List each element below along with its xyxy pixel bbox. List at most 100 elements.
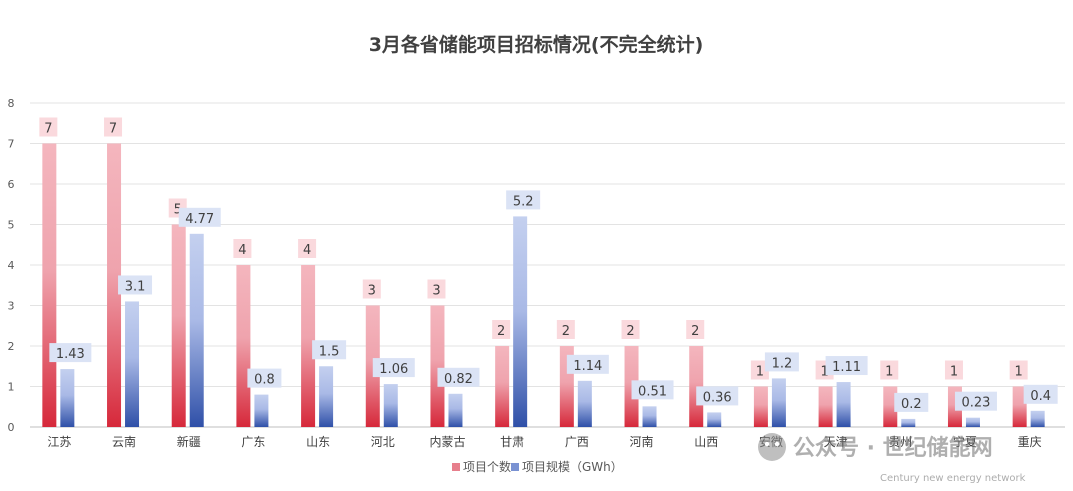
data-label-bg	[686, 320, 705, 339]
x-tick-label: 江苏	[47, 435, 71, 449]
data-label-bg	[621, 320, 640, 339]
data-label-bg	[954, 391, 997, 411]
x-tick-label: 重庆	[1018, 435, 1042, 449]
x-tick-label: 内蒙古	[429, 434, 465, 449]
legend-label: 项目规模（GWh）	[522, 459, 623, 474]
data-label: 1.43	[56, 347, 85, 362]
data-label-bg	[944, 360, 963, 380]
bar-project-scale	[319, 366, 334, 427]
legend-label: 项目个数	[463, 459, 511, 474]
data-label-bg	[506, 190, 541, 210]
bars: 7 1.43 7 3.1 54.77 4 0.8 4 1.5 3 1.06 3 0.82 2 5.2 2 1.1…	[39, 117, 1058, 427]
data-label-bg	[894, 392, 929, 412]
y-tick-label: 5	[8, 219, 15, 232]
data-label: 1	[885, 365, 893, 380]
data-label: 7	[44, 122, 52, 137]
data-label: 1	[756, 365, 764, 380]
data-label: 1.2	[772, 356, 793, 371]
y-tick-label: 8	[8, 97, 15, 110]
data-label: 7	[109, 122, 117, 137]
bar-project-scale	[60, 369, 75, 427]
data-label: 1.14	[573, 359, 602, 374]
legend: 项目个数 项目规模（GWh）	[452, 459, 623, 474]
data-label-bg	[362, 279, 381, 299]
bar-project-scale	[707, 412, 722, 427]
bar-project-scale	[771, 378, 786, 427]
y-tick-label: 4	[8, 259, 15, 272]
y-tick-label: 7	[8, 138, 15, 151]
data-label-bg	[49, 343, 92, 363]
bar-project-scale	[577, 380, 592, 427]
data-label-bg	[492, 320, 511, 339]
data-label: 4	[238, 243, 246, 258]
data-label: 0.4	[1030, 389, 1051, 404]
chart-title: 3月各省储能项目招标情况(不完全统计)	[369, 33, 704, 56]
bar-project-count	[42, 143, 57, 427]
data-label: 0.8	[254, 373, 275, 388]
data-label-bg	[247, 368, 282, 388]
x-tick-label: 云南	[112, 434, 136, 449]
data-label-bg	[39, 117, 58, 137]
data-label: 1.5	[319, 344, 340, 359]
data-label: 4	[303, 243, 311, 258]
y-tick-label: 1	[8, 381, 15, 394]
data-label: 0.23	[961, 396, 990, 411]
data-label-bg	[312, 340, 347, 360]
bar-project-scale	[254, 394, 269, 427]
legend-swatch	[452, 463, 460, 471]
data-label: 1	[820, 365, 828, 380]
data-label-bg	[566, 354, 609, 374]
data-label-bg	[104, 117, 123, 137]
data-label-bg	[750, 360, 769, 380]
bar-project-count	[171, 224, 186, 427]
data-label-bg	[1023, 384, 1058, 404]
bar-project-count	[883, 386, 898, 427]
bar-project-scale	[642, 406, 657, 427]
bar-project-scale	[448, 393, 463, 427]
watermark-subtext: Century new energy network	[880, 473, 1026, 484]
data-label-bg	[437, 367, 480, 387]
data-label: 0.36	[703, 390, 732, 405]
y-tick-label: 0	[8, 421, 15, 434]
y-tick-label: 2	[8, 340, 15, 353]
bar-project-count	[818, 386, 833, 427]
data-label-bg	[372, 358, 415, 378]
x-tick-label: 山西	[694, 435, 718, 449]
data-label-bg	[825, 356, 868, 376]
data-label: 0.82	[444, 372, 473, 387]
wechat-icon	[758, 433, 786, 461]
bar-project-scale	[125, 301, 140, 427]
bar-project-count	[430, 305, 445, 427]
data-label-bg	[118, 275, 153, 295]
bar-project-count	[107, 143, 122, 427]
wechat-icon-eye	[764, 441, 770, 447]
x-tick-label: 甘肃	[500, 435, 524, 449]
bar-project-scale	[383, 384, 398, 427]
bar-project-scale	[965, 417, 980, 427]
data-label: 0.2	[901, 397, 922, 412]
x-tick-label: 广东	[241, 435, 265, 449]
bar-project-scale	[1030, 410, 1045, 427]
x-tick-label: 天津	[824, 435, 848, 449]
data-label-bg	[233, 239, 252, 258]
data-label-bg	[298, 239, 317, 258]
data-label: 2	[562, 324, 570, 339]
bar-project-scale	[836, 382, 851, 427]
x-tick-label: 新疆	[177, 434, 201, 449]
bar-project-count	[236, 265, 251, 427]
bar-project-count	[1012, 386, 1027, 427]
data-label: 0.51	[638, 384, 667, 399]
x-tick-label: 河南	[630, 434, 654, 449]
data-label: 4.77	[185, 212, 214, 227]
data-label: 3	[432, 284, 440, 299]
watermark-text: 公众号 · 世纪储能网	[793, 435, 993, 461]
data-label-bg	[880, 360, 899, 380]
watermark: 公众号 · 世纪储能网 Century new energy network	[758, 433, 1026, 484]
x-axis: 江苏云南新疆广东山东河北内蒙古甘肃广西河南山西安徽天津贵州宁夏重庆	[47, 434, 1041, 449]
legend-swatch	[511, 463, 519, 471]
data-label: 2	[497, 324, 505, 339]
bar-project-count	[495, 346, 510, 427]
data-label-bg	[764, 352, 799, 372]
